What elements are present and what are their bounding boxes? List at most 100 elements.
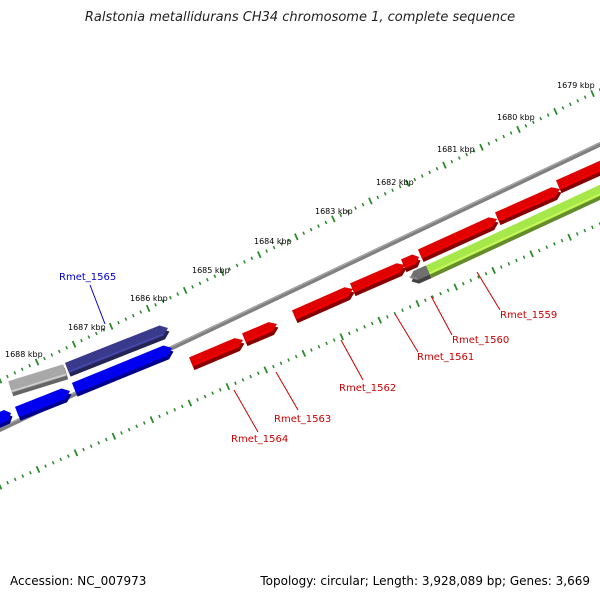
scale-tick (51, 461, 55, 465)
scale-tick (420, 174, 424, 178)
scale-tick (0, 377, 3, 384)
map-title: Ralstonia metallidurans CH34 chromosome … (84, 10, 516, 25)
scale-tick (317, 344, 321, 349)
scale-tick (569, 102, 572, 107)
scale-tick (102, 328, 106, 332)
scale-tick (65, 346, 69, 350)
leader-line (476, 271, 501, 311)
scale-tick (142, 421, 146, 425)
gene-rmet-1565-highlight (68, 333, 164, 373)
scale-tick (127, 427, 131, 432)
scale-tick (576, 98, 580, 103)
scale-tick (21, 474, 25, 478)
scale-tick (516, 125, 521, 133)
scale-tick (339, 213, 343, 218)
gene-rmet-1560-highlight (404, 261, 416, 268)
scale-tick (256, 371, 260, 376)
gene-label: Rmet_1563 (274, 414, 331, 425)
scale-tick (234, 381, 237, 385)
gene-rmet-1559a-highlight (421, 224, 493, 258)
gene-lime (425, 184, 600, 275)
scale-tick (13, 477, 17, 482)
scale-tick (391, 188, 394, 193)
scale-tick (44, 464, 47, 468)
scale-tick (408, 305, 412, 309)
leader-line (394, 313, 419, 353)
scale-tick (196, 398, 199, 402)
scale-tick (59, 457, 63, 462)
scale-tick (187, 399, 193, 407)
gene-blue-left-highlight (18, 396, 66, 417)
scale-tick (82, 447, 85, 452)
scale-tick (354, 206, 357, 210)
scale-tick (249, 374, 252, 379)
scale-tick (553, 242, 556, 246)
scale-tick (348, 331, 351, 336)
scale-label: 1683 kbp (315, 207, 353, 216)
scale-tick (324, 220, 328, 225)
scale-tick (182, 286, 188, 295)
scale-tick (442, 161, 447, 169)
scale-label: 1686 kbp (130, 294, 168, 303)
scale-tick (435, 166, 439, 171)
scale-tick (218, 388, 222, 392)
scale-tick (361, 202, 365, 207)
scale-tick (487, 141, 491, 146)
scale-tick (479, 143, 484, 151)
scale-tick (67, 454, 70, 458)
scale-tick (263, 366, 269, 374)
scale-tick (502, 134, 506, 139)
scale-tick (524, 124, 528, 128)
scale-tick (401, 308, 404, 312)
scale-label: 1682 kbp (376, 178, 414, 187)
scale-tick (363, 325, 366, 329)
scale-tick (228, 267, 231, 271)
scale-tick (139, 310, 143, 314)
scale-tick (265, 249, 269, 253)
leader-line (89, 284, 106, 325)
scale-tick (450, 159, 454, 164)
gene-label: Rmet_1559 (500, 310, 557, 321)
gene-rmet-1559c-highlight (559, 169, 600, 189)
scale-tick (180, 404, 184, 409)
scale-tick (20, 367, 24, 372)
scale-tick (169, 295, 172, 300)
leader-line (430, 295, 453, 336)
scale-tick (250, 256, 254, 261)
scale-tick (287, 358, 290, 362)
scale-tick (154, 303, 157, 307)
scale-tick (310, 348, 313, 352)
scale-tick (457, 156, 461, 160)
scale-tick (50, 353, 54, 357)
scale-tick (472, 149, 476, 153)
scale-tick (213, 274, 217, 278)
scale-tick (575, 232, 579, 236)
scale-tick (477, 275, 480, 279)
scale-tick (243, 260, 246, 264)
scale-tick (545, 245, 549, 249)
scale-tick (494, 138, 498, 142)
scale-tick (446, 288, 450, 293)
leader-line (340, 339, 364, 381)
scale-tick (35, 465, 41, 473)
scale-tick (453, 283, 458, 291)
scale-tick (161, 299, 165, 304)
scale-tick (294, 233, 299, 241)
scale-tick (165, 411, 169, 415)
scale-tick (509, 131, 513, 135)
scale-tick (73, 449, 79, 457)
scale-tick (546, 113, 550, 117)
scale-tick (279, 361, 283, 366)
gene-label: Rmet_1560 (452, 335, 509, 346)
scale-tick (522, 255, 526, 259)
gene-blue-mid (71, 345, 172, 394)
gene-blue-mid-highlight (75, 353, 168, 393)
scale-tick (158, 414, 161, 419)
scale-tick (89, 444, 93, 448)
gene-gray-small-highlight (409, 275, 418, 280)
scale-tick (325, 341, 328, 346)
scale-tick (135, 424, 139, 429)
gene-rmet-1562 (291, 287, 353, 320)
scale-tick (235, 263, 239, 268)
